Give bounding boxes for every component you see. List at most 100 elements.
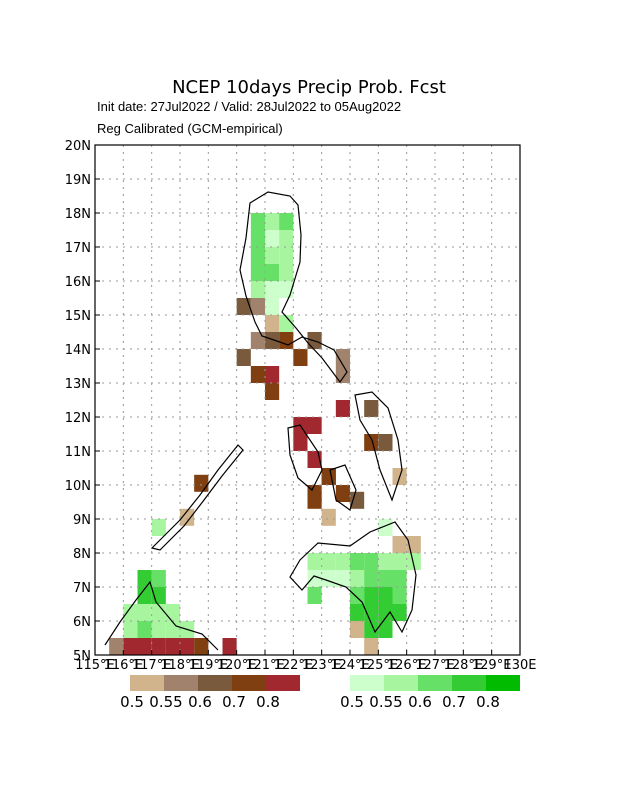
prob-cell — [392, 604, 407, 621]
prob-cell — [335, 366, 350, 383]
lat-tick-label: 12N — [65, 411, 91, 426]
legend-label: 0.7 — [442, 693, 466, 711]
prob-cell — [250, 281, 265, 298]
legend-swatch — [418, 675, 452, 691]
prob-cell — [265, 315, 280, 332]
legend-label: 0.5 — [340, 693, 364, 711]
prob-cell — [123, 604, 138, 621]
prob-cell — [279, 332, 294, 349]
coast — [104, 580, 219, 651]
legend-label: 0.6 — [188, 693, 212, 711]
prob-cell — [364, 604, 379, 621]
coast — [329, 464, 357, 511]
prob-cell — [137, 604, 152, 621]
lon-tick-label: 129°E — [472, 658, 512, 673]
prob-cell — [250, 230, 265, 247]
legend-swatch — [130, 675, 164, 691]
prob-cell — [406, 553, 421, 570]
lon-tick-label: 122°E — [274, 658, 314, 673]
prob-cell — [151, 570, 166, 587]
lon-tick-label: 117°E — [132, 658, 172, 673]
lon-tick-label: 121°E — [245, 658, 285, 673]
cells — [109, 213, 421, 655]
prob-cell — [378, 621, 393, 638]
prob-cell — [265, 230, 280, 247]
lon-tick-label: 127°E — [415, 658, 455, 673]
lat-tick-label: 15N — [65, 309, 91, 324]
prob-cell — [335, 400, 350, 417]
lat-tick-label: 20N — [65, 139, 91, 154]
prob-cell — [364, 638, 379, 655]
legend-label: 0.55 — [369, 693, 402, 711]
prob-cell — [307, 417, 322, 434]
prob-cell — [194, 638, 209, 655]
legend-swatch — [164, 675, 198, 691]
prob-cell — [151, 638, 166, 655]
lat-tick-label: 6N — [73, 615, 91, 630]
lon-tick-label: 116°E — [104, 658, 144, 673]
prob-cell — [137, 621, 152, 638]
prob-cell — [321, 508, 336, 526]
prob-cell — [307, 553, 322, 570]
coast — [354, 391, 403, 502]
prob-cell — [350, 491, 365, 509]
prob-cell — [378, 604, 393, 621]
prob-cell — [265, 213, 280, 230]
prob-cell — [335, 485, 350, 502]
lon-tick-label: 123°E — [302, 658, 342, 673]
lat-tick-label: 16N — [65, 275, 91, 290]
prob-cell — [335, 570, 350, 587]
legend-label: 0.55 — [149, 693, 182, 711]
prob-cell — [250, 366, 265, 383]
prob-cell — [378, 553, 393, 570]
prob-cell — [364, 570, 379, 587]
lat-tick-label: 17N — [65, 241, 91, 256]
legend-label: 0.7 — [222, 693, 246, 711]
legend-swatch — [384, 675, 418, 691]
prob-cell — [392, 553, 407, 570]
coast — [289, 521, 417, 634]
prob-cell — [180, 638, 195, 655]
legend-swatch — [350, 675, 384, 691]
grid — [95, 145, 520, 655]
subtitle: Reg Calibrated (GCM-empirical) — [97, 121, 283, 136]
legend-label: 0.5 — [120, 693, 144, 711]
lat-tick-label: 7N — [73, 581, 91, 596]
lon-tick-label: 119°E — [189, 658, 229, 673]
prob-cell — [378, 519, 393, 536]
prob-cell — [222, 638, 237, 655]
prob-cell — [265, 332, 280, 349]
title: NCEP 10days Precip Prob. Fcst — [172, 77, 446, 98]
prob-cell — [151, 621, 166, 638]
prob-cell — [279, 213, 294, 230]
prob-cell — [335, 553, 350, 570]
prob-cell — [335, 349, 350, 366]
lon-tick-label: 115°E — [75, 658, 115, 673]
prob-cell — [378, 587, 393, 604]
prob-cell — [236, 298, 251, 315]
prob-cell — [279, 230, 294, 247]
prob-cell — [265, 281, 280, 298]
prob-cell — [250, 298, 265, 315]
legend-swatch — [486, 675, 520, 691]
prob-cell — [350, 570, 365, 587]
prob-cell — [265, 247, 280, 264]
prob-cell — [236, 349, 251, 366]
coastline — [104, 191, 417, 651]
lat-tick-label: 9N — [73, 513, 91, 528]
lon-tick-label: 130E — [503, 658, 536, 673]
prob-cell — [307, 491, 322, 509]
prob-cell — [350, 587, 365, 604]
prob-cell — [265, 298, 280, 315]
prob-cell — [307, 587, 322, 604]
prob-cell — [364, 621, 379, 638]
prob-cell — [392, 587, 407, 604]
legend-label: 0.6 — [408, 693, 432, 711]
prob-cell — [137, 570, 152, 587]
prob-cell — [180, 508, 195, 526]
prob-cell — [250, 247, 265, 264]
lat-tick-label: 13N — [65, 377, 91, 392]
prob-cell — [279, 264, 294, 281]
lon-tick-label: 125°E — [359, 658, 399, 673]
